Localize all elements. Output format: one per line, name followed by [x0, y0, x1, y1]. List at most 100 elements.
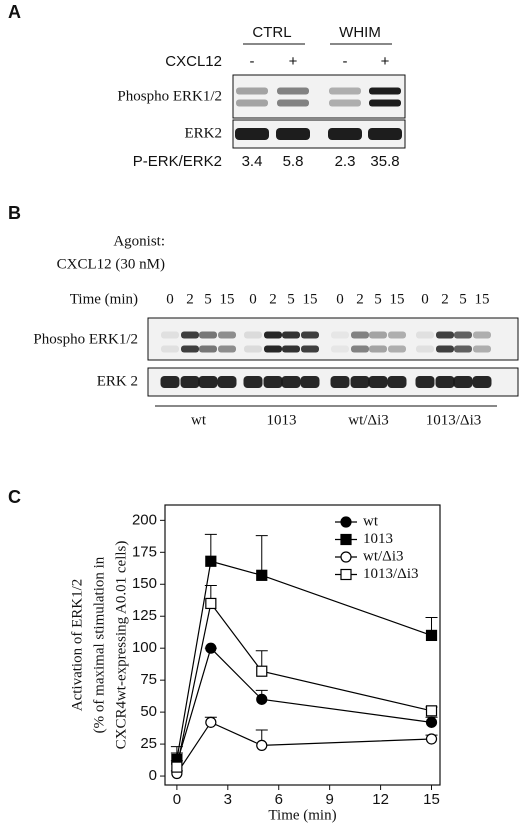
band	[369, 87, 401, 95]
agonist-label: Agonist:	[113, 233, 165, 249]
band	[235, 128, 269, 140]
y-tick-label: 75	[140, 671, 157, 688]
data-point	[425, 629, 438, 642]
band	[350, 376, 370, 388]
band	[199, 345, 217, 353]
data-point	[205, 597, 217, 610]
band	[217, 376, 237, 388]
band	[264, 345, 282, 353]
blot-label: ERK2	[185, 125, 223, 141]
y-tick-label: 25	[140, 735, 157, 752]
data-point	[256, 693, 268, 705]
ratio-value: 35.8	[370, 153, 399, 170]
series-line	[176, 602, 432, 768]
time-value: 0	[421, 291, 429, 307]
time-value: 2	[441, 291, 449, 307]
band	[301, 331, 319, 339]
ratio-value: 5.8	[283, 153, 304, 170]
blot-label: ERK 2	[97, 373, 138, 389]
band	[454, 345, 472, 353]
band	[218, 331, 236, 339]
group-label: wt	[191, 412, 207, 428]
blot-label: Phospho ERK1/2	[117, 88, 222, 104]
time-value: 5	[204, 291, 212, 307]
band	[181, 345, 199, 353]
data-point	[256, 569, 268, 581]
y-tick-label: 125	[132, 607, 157, 624]
y-tick-label: 200	[132, 511, 157, 528]
series-line	[176, 647, 432, 764]
y-axis-label: CXCR4wt-expressing A0.01 cells)	[113, 541, 129, 750]
legend-marker	[340, 516, 352, 528]
x-tick-label: 6	[275, 791, 283, 808]
time-value: 2	[356, 291, 364, 307]
time-value: 5	[287, 291, 295, 307]
y-tick-label: 100	[132, 639, 157, 656]
ratio-value: 2.3	[335, 153, 356, 170]
legend-marker	[340, 568, 352, 581]
x-tick-label: 12	[372, 791, 389, 808]
ratio-label: P-ERK/ERK2	[133, 153, 222, 170]
data-point	[425, 733, 438, 745]
time-value: 15	[390, 291, 405, 307]
plot-frame	[164, 504, 441, 786]
y-tick-label: 150	[132, 575, 157, 592]
band	[369, 99, 401, 107]
band	[244, 331, 262, 339]
group-label: wt/Δi3	[348, 412, 388, 428]
legend-label: wt	[363, 513, 379, 529]
band	[388, 345, 406, 353]
band	[277, 87, 309, 95]
time-value: 15	[475, 291, 490, 307]
band	[218, 345, 236, 353]
band	[436, 331, 454, 339]
data-point	[205, 716, 217, 728]
series-line	[176, 721, 432, 774]
band	[368, 376, 388, 388]
band	[454, 331, 472, 339]
band	[198, 376, 218, 388]
data-point	[205, 642, 217, 654]
error-bar	[255, 535, 268, 576]
time-value: 15	[303, 291, 318, 307]
y-tick-label: 0	[149, 767, 157, 784]
panel-label: A	[8, 2, 21, 22]
group-label: CTRL	[252, 24, 291, 41]
legend-label: 1013/Δi3	[363, 566, 418, 582]
sign: +	[289, 53, 298, 70]
band	[328, 128, 362, 140]
band	[244, 345, 262, 353]
band	[300, 376, 320, 388]
band	[369, 331, 387, 339]
band	[180, 376, 200, 388]
group-label: 1013	[267, 412, 297, 428]
band	[435, 376, 455, 388]
band	[473, 345, 491, 353]
band	[264, 331, 282, 339]
series-line	[176, 560, 432, 760]
band	[282, 345, 300, 353]
time-value: 5	[459, 291, 467, 307]
band	[277, 99, 309, 107]
band	[472, 376, 492, 388]
time-label: Time (min)	[70, 291, 138, 307]
x-tick-label: 3	[224, 791, 232, 808]
ratio-value: 3.4	[242, 153, 263, 170]
data-point	[256, 665, 268, 677]
band	[282, 331, 300, 339]
blot-frame	[147, 317, 519, 361]
band	[416, 345, 434, 353]
band	[351, 331, 369, 339]
band	[388, 331, 406, 339]
y-tick-label: 50	[140, 703, 157, 720]
band	[236, 87, 268, 95]
sign: -	[250, 53, 255, 70]
band	[331, 331, 349, 339]
band	[160, 376, 180, 388]
data-point	[171, 761, 183, 773]
band	[161, 345, 179, 353]
band	[281, 376, 301, 388]
y-axis-label: (% of maximal stimulation in	[91, 556, 107, 733]
x-tick-label: 9	[325, 791, 333, 808]
band	[301, 345, 319, 353]
